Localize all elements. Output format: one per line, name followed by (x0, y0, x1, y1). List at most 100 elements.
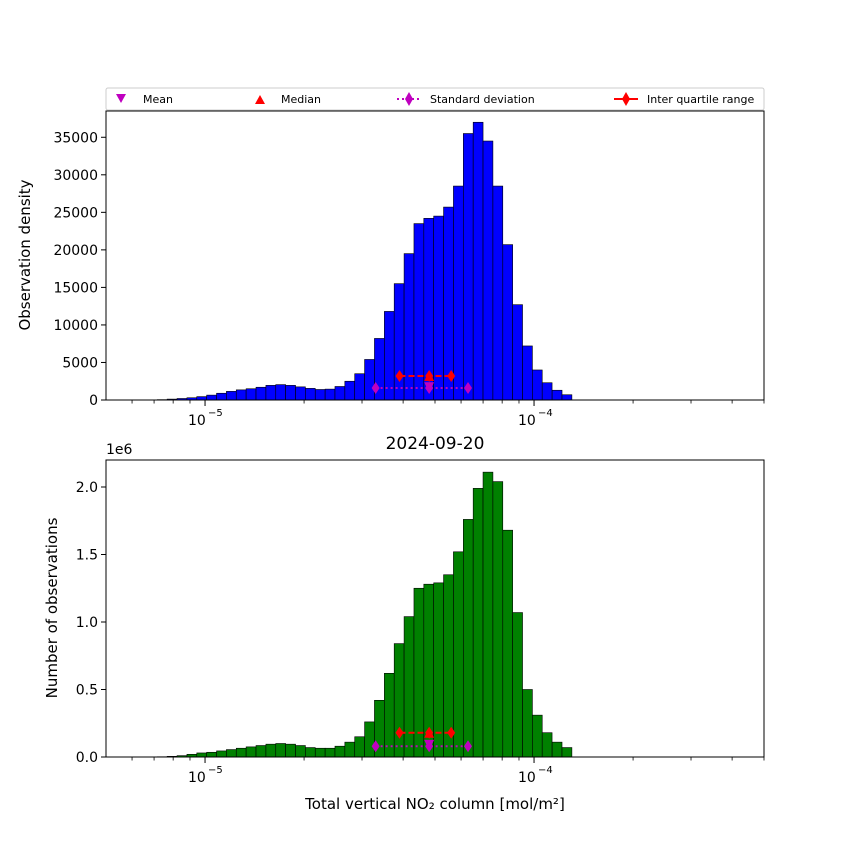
bottom-ytick-label: 0.0 (76, 750, 98, 766)
chart-title: 2024-09-20 (386, 434, 485, 454)
top-bar (196, 396, 207, 401)
bottom-bar (265, 743, 277, 758)
top-ytick-label: 5000 (62, 355, 98, 371)
bottom-bar (551, 741, 563, 758)
bottom-bar (295, 745, 306, 758)
bottom-x-axis (131, 757, 765, 763)
bottom-bars (156, 471, 573, 758)
bottom-bar (344, 741, 356, 758)
bottom-summary-markers (371, 726, 473, 753)
legend-iqr-label: Inter quartile range (647, 93, 754, 106)
top-bar (285, 385, 296, 401)
top-bar (502, 244, 513, 401)
legend-std-marker (405, 92, 413, 106)
legend-std-label: Standard deviation (430, 93, 535, 106)
bottom-bar (226, 749, 237, 758)
top-ytick-label: 25000 (53, 205, 98, 221)
top-bar (453, 185, 464, 401)
bottom-y-axis-label: Number of observations (43, 517, 61, 698)
legend-mean-marker (116, 94, 126, 103)
bottom-bar (561, 747, 573, 758)
top-bar (413, 223, 425, 401)
bottom-bar (196, 752, 207, 758)
top-ytick-label: 10000 (53, 318, 98, 334)
bottom-bar (502, 529, 513, 758)
legend-median-marker (255, 95, 265, 104)
x-axis-label: Total vertical NO₂ column [mol/m²] (304, 795, 565, 813)
bottom-y-axis: 0.0 0.5 1.0 1.5 2.0 (76, 480, 106, 766)
bottom-bar (463, 519, 474, 758)
top-ytick-label: 15000 (53, 280, 98, 296)
legend-mean-label: Mean (143, 93, 173, 106)
bottom-ytick-label: 2.0 (76, 480, 98, 496)
bottom-iqr-marker (395, 726, 404, 739)
legend: Mean Median Standard deviation Inter qua… (105, 87, 765, 111)
top-bar (472, 121, 484, 401)
top-bar (305, 388, 316, 401)
bottom-panel: 2024-09-20 1e6 0.00.51.01.52.0 10 −5 10 … (43, 434, 765, 813)
bottom-bar (403, 616, 415, 758)
bottom-bar (334, 745, 346, 758)
top-bar (561, 394, 573, 401)
top-xtick-1e-4-exp: −4 (538, 408, 553, 419)
bottom-bar (492, 481, 504, 758)
top-bar (403, 253, 415, 401)
bottom-bar (532, 714, 543, 758)
top-bar (393, 283, 405, 401)
top-ytick-label: 0 (89, 393, 98, 409)
top-xtick-1e-5-exp: −5 (208, 408, 223, 419)
top-y-axis-label: Observation density (16, 179, 34, 330)
bottom-ytick-label: 0.5 (76, 683, 98, 699)
bottom-mean-marker (424, 739, 435, 750)
bottom-median-marker (424, 727, 435, 738)
bottom-bar (275, 743, 286, 758)
top-bar (463, 133, 474, 401)
bottom-bar (393, 643, 405, 758)
bottom-bar (245, 746, 257, 758)
top-median-marker (424, 370, 435, 381)
top-bar (275, 384, 286, 401)
top-bars (156, 121, 573, 401)
top-x-axis (131, 400, 765, 406)
top-panel: 0 5000 10000 15000 20000 25000 30000 35000 10 −… (16, 110, 765, 429)
bottom-bar (216, 750, 227, 758)
bottom-bar (453, 551, 464, 758)
bottom-bar (541, 732, 553, 758)
top-bar (265, 385, 277, 401)
bottom-bar (206, 751, 217, 758)
top-y-axis: 0 5000 10000 15000 20000 25000 30000 35000 (53, 130, 106, 409)
top-std-marker (464, 381, 473, 394)
bottom-std-marker (464, 740, 473, 753)
top-bar (295, 386, 306, 401)
top-bar (344, 380, 356, 401)
top-bar (482, 140, 494, 401)
top-bar (206, 394, 217, 401)
top-bar (245, 388, 257, 401)
bottom-bar (285, 743, 296, 758)
top-bar (255, 386, 267, 401)
top-ytick-label: 20000 (53, 243, 98, 259)
bottom-bar (255, 745, 267, 758)
top-bar (324, 388, 336, 401)
bottom-ytick-label: 1.5 (76, 548, 98, 564)
bottom-ytick-label: 1.0 (76, 615, 98, 631)
bottom-xtick-1e-5-exp: −5 (208, 765, 223, 776)
bottom-xtick-1e-4-exp: −4 (538, 765, 553, 776)
bottom-bar (522, 689, 533, 758)
top-xtick-1e-4-base: 10 (518, 413, 536, 429)
top-bar (443, 206, 454, 401)
bottom-bar (512, 612, 523, 758)
top-bar (226, 391, 237, 401)
bottom-std-marker (371, 740, 380, 753)
bottom-xtick-1e-4-base: 10 (518, 770, 536, 786)
bottom-bar (305, 747, 316, 758)
bottom-y-offset-label: 1e6 (106, 442, 133, 458)
top-bar (314, 389, 326, 401)
bottom-bar (314, 747, 326, 758)
top-bar (334, 386, 346, 401)
top-bar (551, 389, 563, 401)
bottom-bar (364, 721, 375, 758)
bottom-bar (324, 747, 336, 758)
top-bar (512, 304, 523, 401)
